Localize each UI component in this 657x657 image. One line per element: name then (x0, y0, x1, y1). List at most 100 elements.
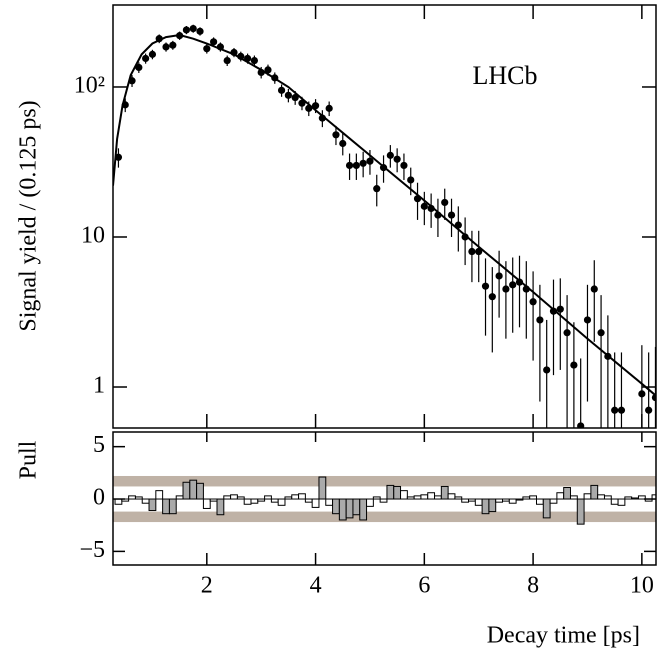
x-axis-label: Decay time [ps] (487, 623, 640, 649)
data-point (128, 77, 136, 85)
x-tick-label: 6 (418, 573, 430, 599)
pull-bar (189, 479, 198, 500)
data-point (182, 26, 191, 34)
pull-bar (236, 496, 245, 500)
pull-plot (113, 475, 656, 525)
pull-bar (454, 496, 463, 500)
pull-axis-label: Pull (16, 440, 42, 479)
pull-bar (168, 498, 177, 515)
pull-bar (502, 498, 510, 502)
data-point (481, 282, 490, 290)
pull-bar (257, 498, 266, 502)
data-point (645, 406, 653, 414)
data-point (216, 43, 225, 51)
pull-bar (522, 496, 531, 500)
y-axis-label: Signal yield / (0.125 ps) (16, 100, 42, 331)
pull-bar (345, 498, 354, 519)
data-point (583, 316, 592, 324)
pull-bar (583, 493, 592, 500)
data-point (271, 74, 279, 82)
main-frame (112, 4, 657, 429)
data-point (502, 285, 510, 293)
pull-bar (318, 476, 327, 500)
pull-bar (637, 495, 646, 500)
data-point (311, 102, 320, 110)
data-point (413, 195, 422, 203)
x-tick-label: 8 (527, 573, 539, 599)
data-point (298, 99, 306, 107)
pull-bar (488, 498, 497, 513)
data-point (515, 278, 524, 286)
pull-bar (542, 498, 551, 519)
data-point (373, 185, 381, 193)
pull-bar (481, 498, 490, 515)
x-tick-label: 10 (630, 573, 654, 599)
data-point (243, 54, 252, 63)
pull-bar (576, 498, 585, 525)
data-point (590, 285, 598, 293)
data-point (522, 285, 530, 293)
x-tick-label: 2 (201, 573, 213, 599)
data-point (386, 151, 394, 159)
data-point (162, 43, 170, 51)
pull-bar (556, 492, 565, 500)
pull-bar (277, 498, 286, 506)
data-point (434, 211, 442, 219)
main-plot (113, 24, 656, 428)
data-point (250, 56, 258, 65)
data-point (563, 329, 571, 337)
data-point (189, 25, 197, 33)
data-point (332, 131, 340, 139)
data-point (203, 45, 211, 53)
data-point (461, 233, 469, 241)
pull-bar (230, 494, 238, 500)
data-point (509, 281, 517, 289)
pull-bar (610, 498, 619, 505)
data-point (604, 352, 612, 360)
data-point (291, 93, 299, 102)
data-point (577, 422, 585, 428)
data-point (475, 247, 483, 256)
pull-bar (250, 498, 259, 504)
data-point (257, 68, 265, 77)
data-point (393, 155, 401, 163)
data-point (427, 204, 435, 213)
pull-frame (112, 431, 657, 566)
pull-bar (617, 498, 626, 506)
pull-bar (393, 485, 402, 500)
pull-bar (148, 498, 157, 512)
pull-bar (495, 498, 504, 503)
data-point (379, 164, 388, 172)
annotation: LHCb (473, 61, 538, 90)
pull-bar (440, 485, 449, 500)
data-point (447, 211, 456, 219)
data-point (142, 54, 150, 63)
data-point (570, 361, 578, 369)
data-point (148, 50, 157, 58)
data-point (549, 307, 558, 315)
y-tick-label: 10² (74, 72, 105, 98)
pull-bar (209, 498, 218, 502)
pull-bar (631, 497, 639, 500)
data-point (210, 38, 218, 46)
pull-bar (434, 495, 442, 500)
data-point (284, 91, 292, 99)
data-point (543, 366, 551, 374)
pull-bar (114, 498, 123, 505)
pull-bar (325, 498, 334, 506)
pull-bar (359, 498, 368, 521)
pull-bar (332, 498, 340, 515)
pull-bar (196, 482, 204, 500)
data-point (359, 159, 367, 167)
pull-bar (468, 498, 476, 502)
data-point (420, 202, 428, 210)
pull-bar (291, 494, 300, 500)
data-point (529, 298, 537, 306)
data-point (237, 52, 245, 60)
data-point (556, 305, 564, 313)
pull-bar (182, 481, 191, 500)
pull-bar (223, 495, 232, 500)
y-tick-label: 10 (81, 222, 105, 248)
pull-bar (406, 496, 415, 500)
